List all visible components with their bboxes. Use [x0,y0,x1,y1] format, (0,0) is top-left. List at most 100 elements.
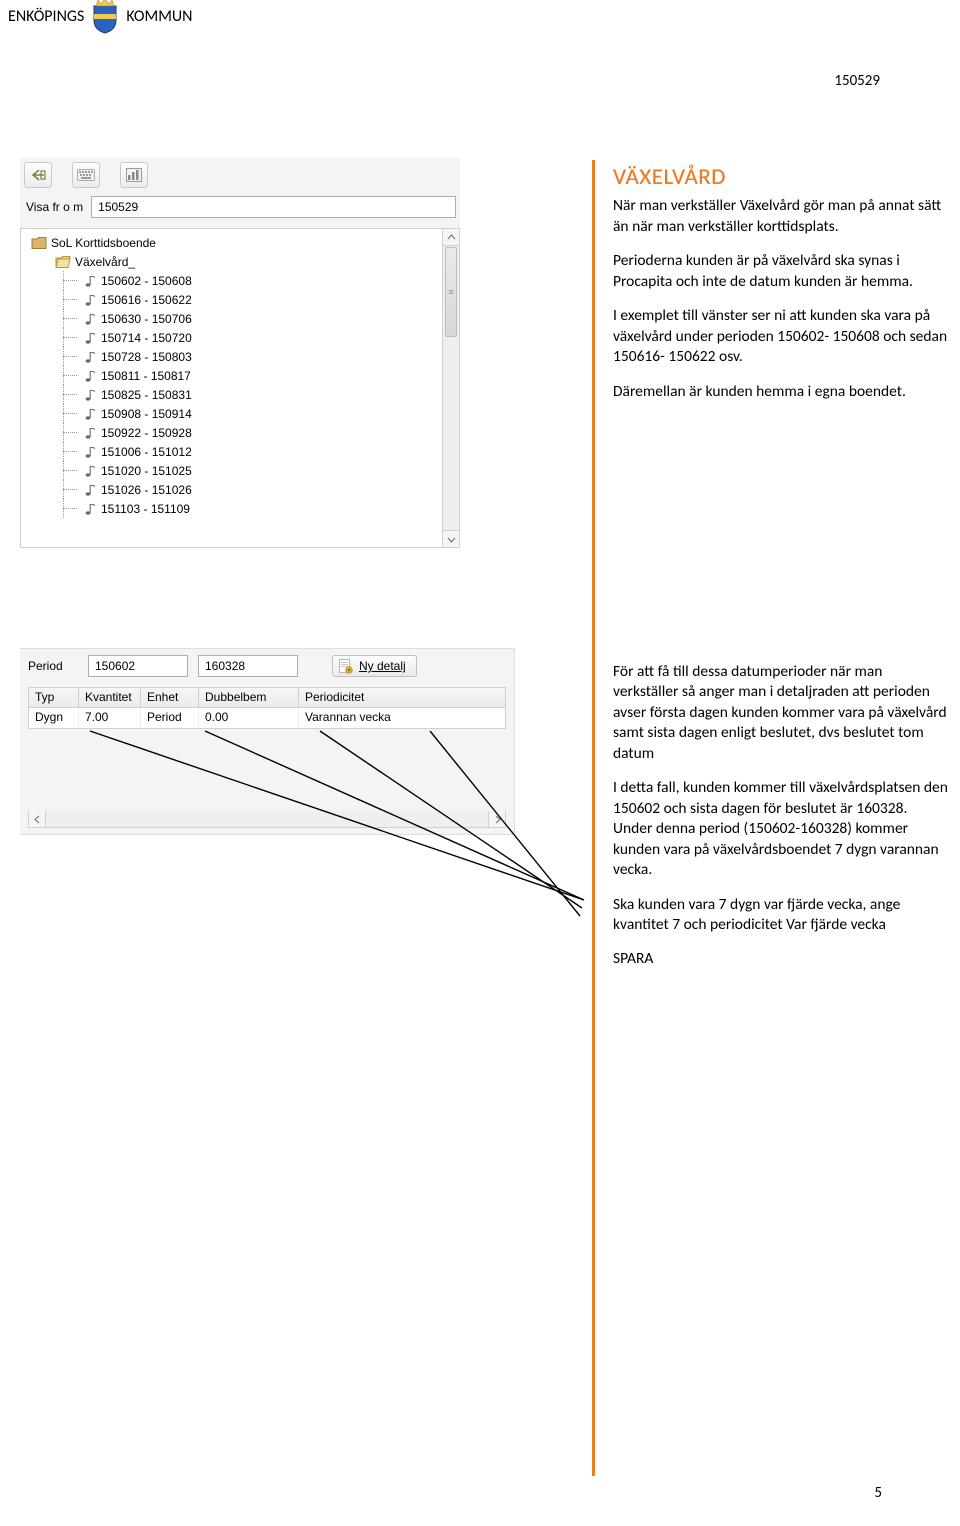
tree-sub-label: Växelvård_ [75,255,135,269]
tree-date-item[interactable]: 150922 - 150928 [27,423,455,442]
visa-from-input[interactable]: 150529 [91,196,456,218]
note-icon [83,483,97,497]
brand-text-right: KOMMUN [126,7,192,26]
col-kvantitet[interactable]: Kvantitet [79,688,141,708]
tree-panel: Visa fr o m 150529 SoL Korttidsboende Vä… [20,158,460,548]
tree-date-item[interactable]: 151006 - 151012 [27,442,455,461]
note-icon [83,312,97,326]
chevron-left-icon [33,815,42,824]
tree-date-item[interactable]: 150811 - 150817 [27,366,455,385]
table-row[interactable]: Dygn 7.00 Period 0.00 Varannan vecka [29,708,505,728]
page-number: 5 [874,1484,882,1502]
col-enhet[interactable]: Enhet [141,688,199,708]
chevron-down-icon [447,535,456,544]
tree-date-label: 151006 - 151012 [101,445,192,459]
note-icon [83,293,97,307]
tree-date-label: 150922 - 150928 [101,426,192,440]
tree-date-label: 150825 - 150831 [101,388,192,402]
note-icon [83,274,97,288]
ny-detalj-label: Ny detalj [359,659,406,673]
note-icon [83,502,97,516]
note-icon [83,350,97,364]
note-icon [83,426,97,440]
cell-periodicitet: Varannan vecka [299,708,505,728]
page-header: ENKÖPINGS KOMMUN [0,0,960,60]
scroll-left-button[interactable] [29,811,46,827]
scroll-up-button[interactable] [443,229,459,246]
cell-dubbelbem: 0.00 [199,708,299,728]
tree-date-label: 150602 - 150608 [101,274,192,288]
cell-kvantitet: 7.00 [79,708,141,728]
folder-icon [31,236,47,250]
horizontal-scrollbar[interactable] [28,811,506,828]
paragraph: SPARA [613,949,950,969]
tree-date-item[interactable]: 150630 - 150706 [27,309,455,328]
toolbar-chart-button[interactable] [120,162,148,188]
document-new-icon [337,658,353,674]
period-to-input[interactable]: 160328 [198,655,298,677]
paragraph: I detta fall, kunden kommer till växelvå… [613,778,950,880]
paragraph: Ska kunden vara 7 dygn var fjärde vecka,… [613,895,950,936]
note-icon [83,464,97,478]
note-icon [83,388,97,402]
crest-icon [90,0,120,34]
col-typ[interactable]: Typ [29,688,79,708]
toolbar [20,158,460,190]
tree-date-label: 150908 - 150914 [101,407,192,421]
cell-enhet: Period [141,708,199,728]
tree-date-label: 151026 - 151026 [101,483,192,497]
col-dubbelbem[interactable]: Dubbelbem [199,688,299,708]
chevron-up-icon [447,233,456,242]
period-label: Period [28,659,78,673]
tree-date-label: 150616 - 150622 [101,293,192,307]
folder-open-icon [55,255,71,269]
tree-date-label: 150714 - 150720 [101,331,192,345]
note-icon [83,369,97,383]
tree-date-item[interactable]: 151026 - 151026 [27,480,455,499]
tree-sub[interactable]: Växelvård_ [27,252,455,271]
toolbar-keyboard-button[interactable] [72,162,100,188]
section-title: VÄXELVÅRD [613,162,950,192]
tree-date-label: 150728 - 150803 [101,350,192,364]
vertical-scrollbar[interactable] [442,229,459,547]
tree-date-item[interactable]: 150602 - 150608 [27,271,455,290]
tree-date-label: 151103 - 151109 [101,502,190,516]
paragraph: För att få till dessa datumperioder när … [613,662,950,764]
tree-date-item[interactable]: 150714 - 150720 [27,328,455,347]
note-icon [83,445,97,459]
toolbar-back-button[interactable] [24,162,52,188]
paragraph: I exemplet till vänster ser ni att kunde… [613,306,950,367]
tree-date-item[interactable]: 150616 - 150622 [27,290,455,309]
scroll-thumb[interactable] [445,247,457,337]
brand-text-left: ENKÖPINGS [8,7,84,26]
document-date: 150529 [834,72,880,90]
col-periodicitet[interactable]: Periodicitet [299,688,505,708]
ny-detalj-button[interactable]: Ny detalj [332,655,417,677]
scroll-right-button[interactable] [488,811,505,827]
cell-typ: Dygn [29,708,79,728]
tree-view[interactable]: SoL Korttidsboende Växelvård_ 150602 - 1… [20,228,460,548]
tree-date-item[interactable]: 151020 - 151025 [27,461,455,480]
detail-panel: Period 150602 160328 Ny detalj Typ Kvant… [20,648,515,835]
tree-date-item[interactable]: 150728 - 150803 [27,347,455,366]
tree-date-item[interactable]: 150825 - 150831 [27,385,455,404]
paragraph: Perioderna kunden är på växelvård ska sy… [613,251,950,292]
tree-root[interactable]: SoL Korttidsboende [27,233,455,252]
brand-logo: ENKÖPINGS KOMMUN [8,0,192,34]
detail-table: Typ Kvantitet Enhet Dubbelbem Periodicit… [28,687,506,729]
chevron-right-icon [493,815,502,824]
note-icon [83,407,97,421]
table-header: Typ Kvantitet Enhet Dubbelbem Periodicit… [29,688,505,708]
tree-root-label: SoL Korttidsboende [51,236,156,250]
paragraph: När man verkställer Växelvård gör man på… [613,196,950,237]
visa-from-label: Visa fr o m [26,200,83,214]
explanation-column: VÄXELVÅRD När man verkställer Växelvård … [592,160,950,1476]
tree-date-label: 151020 - 151025 [101,464,192,478]
scroll-down-button[interactable] [443,530,459,547]
tree-date-item[interactable]: 151103 - 151109 [27,499,455,518]
period-from-input[interactable]: 150602 [88,655,188,677]
tree-date-label: 150630 - 150706 [101,312,192,326]
note-icon [83,331,97,345]
tree-date-item[interactable]: 150908 - 150914 [27,404,455,423]
paragraph: Däremellan är kunden hemma i egna boende… [613,382,950,402]
